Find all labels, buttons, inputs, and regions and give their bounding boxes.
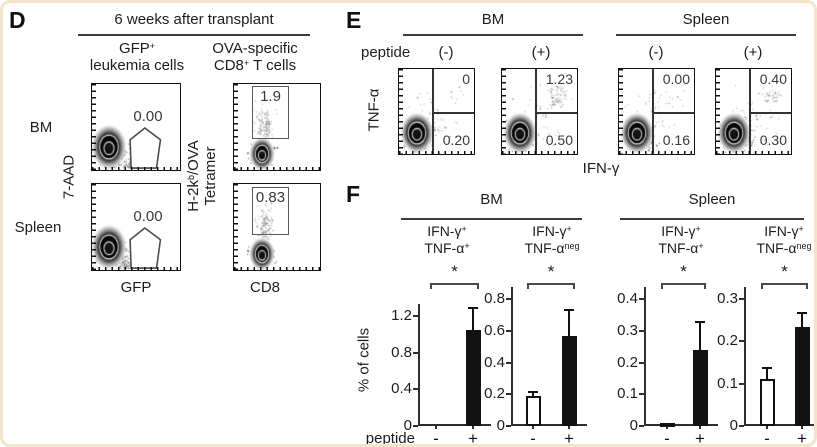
quadrant-value-bottom-right: 0.30: [760, 132, 787, 148]
gfp-gate-pentagon: [92, 184, 180, 270]
gfp-gate-pentagon: [92, 84, 180, 170]
flow-plot-d-cd8-spleen: 0.83: [233, 183, 321, 271]
flow-plot-e-spleen-pos: 0.40 0.30: [715, 68, 792, 155]
quadrant-value-bottom-right: 0.50: [546, 132, 573, 148]
flow-plot-d-cd8-bm: 1.9: [233, 83, 321, 171]
quadrant-divider-horizontal: [432, 112, 474, 114]
quadrant-value-top-right: 0.40: [760, 71, 787, 87]
gate-value: 1.9: [252, 88, 289, 105]
quadrant-value-top-right: 1.23: [546, 71, 573, 87]
quadrant-value-top-right: 0: [462, 71, 470, 87]
quadrant-divider-horizontal: [535, 112, 577, 114]
quadrant-divider-horizontal: [749, 112, 791, 114]
flow-plot-d-gfp-bm: 0.00: [91, 83, 181, 171]
quadrant-value-bottom-right: 0.16: [663, 132, 690, 148]
figure-panel: D 6 weeks after transplant GFP+ leukemia…: [0, 0, 817, 447]
flow-plot-e-bm-neg: 0 0.20: [398, 68, 475, 155]
gate-value: 0.00: [120, 108, 176, 125]
quadrant-value-bottom-right: 0.20: [443, 132, 470, 148]
gate-value: 0.83: [252, 189, 289, 206]
flow-plot-e-bm-pos: 1.23 0.50: [501, 68, 578, 155]
flow-plot-e-spleen-neg: 0.00 0.16: [618, 68, 695, 155]
quadrant-value-top-right: 0.00: [663, 71, 690, 87]
flow-plot-d-gfp-spleen: 0.00: [91, 183, 181, 271]
quadrant-divider-horizontal: [652, 112, 694, 114]
gate-value: 0.00: [120, 208, 176, 225]
